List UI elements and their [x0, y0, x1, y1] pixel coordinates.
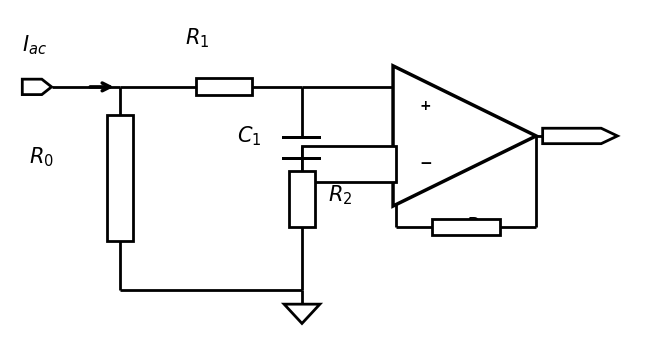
Bar — [196, 78, 251, 95]
Bar — [432, 219, 501, 235]
Bar — [283, 157, 321, 161]
Polygon shape — [284, 304, 320, 324]
Bar — [283, 136, 321, 140]
Bar — [107, 115, 133, 241]
Bar — [302, 146, 396, 182]
Polygon shape — [543, 128, 617, 144]
Text: $\mathit{R_0}$: $\mathit{R_0}$ — [29, 145, 54, 169]
Polygon shape — [22, 79, 52, 95]
Bar — [289, 171, 315, 227]
Text: +: + — [420, 99, 432, 113]
Text: $\mathit{R_1}$: $\mathit{R_1}$ — [185, 26, 209, 49]
Text: −: − — [419, 157, 432, 172]
Text: $\mathit{R_2}$: $\mathit{R_2}$ — [328, 184, 352, 207]
Text: $\mathit{C_1}$: $\mathit{C_1}$ — [237, 124, 261, 148]
Text: $\mathit{I_{ac}}$: $\mathit{I_{ac}}$ — [22, 33, 47, 57]
Polygon shape — [393, 66, 536, 206]
Text: $\mathit{R_3}$: $\mathit{R_3}$ — [464, 215, 489, 239]
